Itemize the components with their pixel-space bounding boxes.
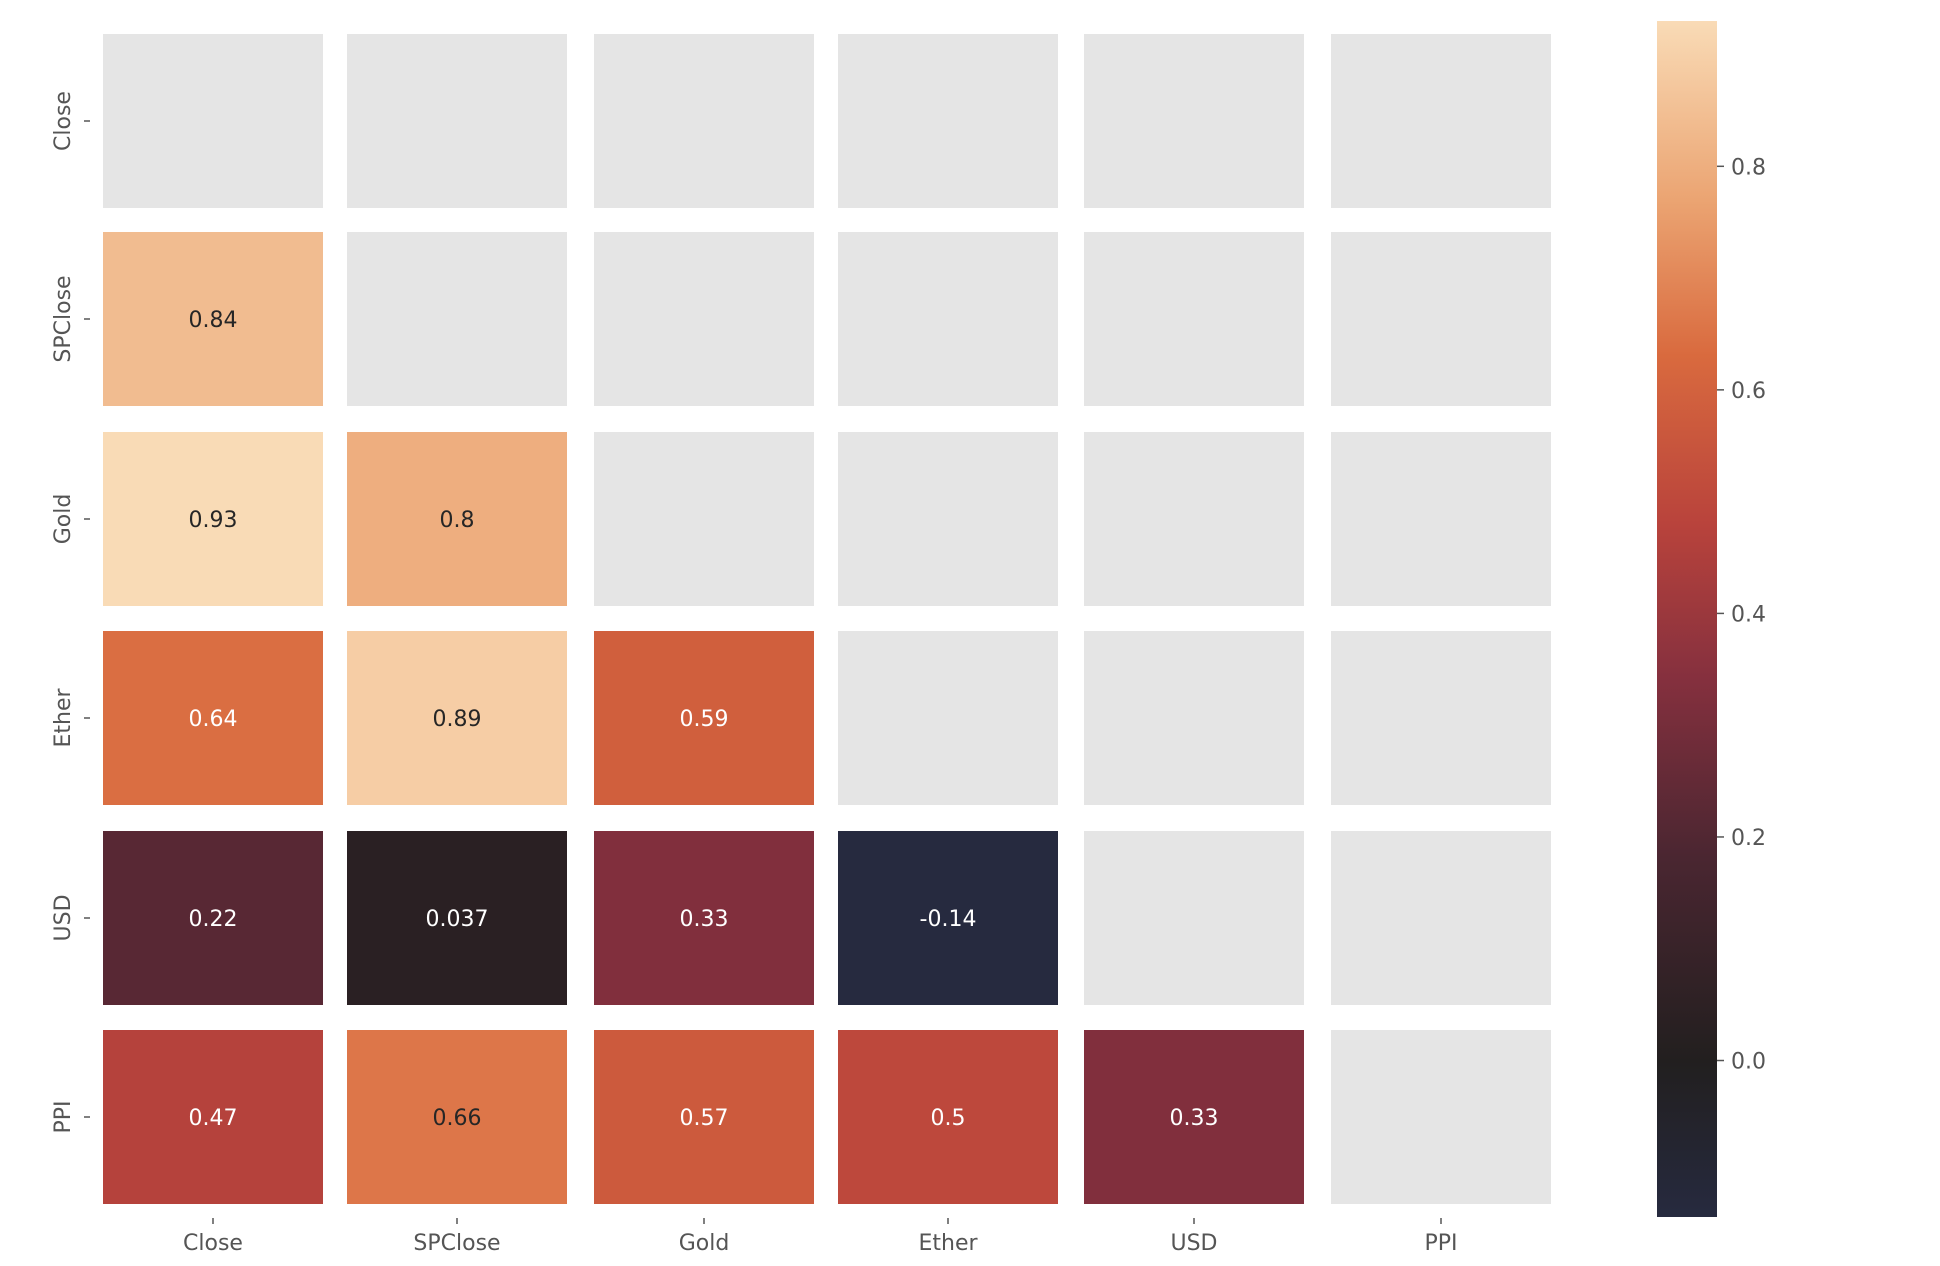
masked-cell-USD-USD xyxy=(1084,831,1304,1005)
masked-cell-Close-Gold xyxy=(594,34,814,208)
y-tick-label: SPClose xyxy=(51,275,76,362)
colorbar: 0.8 0.6 0.4 0.2 0.0 xyxy=(1657,21,1766,1217)
heatmap-cell-PPI-Close xyxy=(103,1030,323,1204)
x-axis-labels: Close SPClose Gold Ether USD PPI xyxy=(183,1218,1458,1256)
y-tick-label: Close xyxy=(51,91,76,151)
cell-value-label: 0.22 xyxy=(189,907,238,932)
cell-value-label: 0.8 xyxy=(440,508,475,533)
masked-cell-Close-Ether xyxy=(838,34,1058,208)
masked-cell-SPClose-Gold xyxy=(594,232,814,406)
masked-cell-Gold-Ether xyxy=(838,432,1058,606)
colorbar-tick-label: 0.4 xyxy=(1731,602,1766,627)
masked-cell-Ether-Ether xyxy=(838,631,1058,805)
heatmap-cell-SPClose-Close xyxy=(103,232,323,406)
masked-cell-Close-PPI xyxy=(1331,34,1551,208)
masked-cell-Close-USD xyxy=(1084,34,1304,208)
heatmap-cell-USD-SPClose xyxy=(347,831,567,1005)
masked-cell-Gold-USD xyxy=(1084,432,1304,606)
cell-value-label: 0.84 xyxy=(189,308,238,333)
cell-value-label: 0.57 xyxy=(680,1106,729,1131)
cell-value-label: -0.14 xyxy=(920,907,977,932)
cell-value-label: 0.93 xyxy=(189,508,238,533)
heatmap-cell-Ether-Close xyxy=(103,631,323,805)
cell-value-label: 0.33 xyxy=(680,907,729,932)
masked-cell-Ether-USD xyxy=(1084,631,1304,805)
colorbar-tick-label: 0.8 xyxy=(1731,155,1766,180)
heatmap-cell-USD-Close xyxy=(103,831,323,1005)
colorbar-tick-label: 0.0 xyxy=(1731,1050,1766,1075)
cell-value-label: 0.33 xyxy=(1170,1106,1219,1131)
heatmap-cells: 0.84 0.93 0.8 0.64 0.89 0.59 0.22 0.037 0.33 -0.1… xyxy=(103,34,1551,1204)
cell-value-label: 0.66 xyxy=(433,1106,482,1131)
y-tick-label: Ether xyxy=(51,688,76,748)
masked-cell-USD-PPI xyxy=(1331,831,1551,1005)
masked-cell-Close-Close xyxy=(103,34,323,208)
cell-value-label: 0.037 xyxy=(426,907,489,932)
masked-cell-Gold-PPI xyxy=(1331,432,1551,606)
heatmap-cell-USD-Gold xyxy=(594,831,814,1005)
x-tick-label: PPI xyxy=(1424,1231,1457,1256)
heatmap-cell-Gold-SPClose xyxy=(347,432,567,606)
masked-cell-PPI-PPI xyxy=(1331,1030,1551,1204)
x-tick-label: Gold xyxy=(679,1231,730,1256)
x-tick-label: USD xyxy=(1170,1231,1217,1256)
y-tick-label: Gold xyxy=(51,494,76,545)
cell-value-label: 0.59 xyxy=(680,707,729,732)
masked-cell-SPClose-USD xyxy=(1084,232,1304,406)
masked-cell-SPClose-PPI xyxy=(1331,232,1551,406)
cell-value-label: 0.5 xyxy=(931,1106,966,1131)
heatmap-cell-PPI-Gold xyxy=(594,1030,814,1204)
colorbar-gradient xyxy=(1657,21,1717,1217)
colorbar-tick-label: 0.2 xyxy=(1731,826,1766,851)
masked-cell-Ether-PPI xyxy=(1331,631,1551,805)
heatmap-cell-PPI-SPClose xyxy=(347,1030,567,1204)
masked-cell-Gold-Gold xyxy=(594,432,814,606)
cell-value-label: 0.47 xyxy=(189,1106,238,1131)
y-axis-labels: Close SPClose Gold Ether USD PPI xyxy=(51,91,90,1134)
cell-value-label: 0.89 xyxy=(433,707,482,732)
y-tick-label: PPI xyxy=(51,1100,76,1133)
heatmap-cell-Ether-SPClose xyxy=(347,631,567,805)
heatmap-cell-USD-Ether xyxy=(838,831,1058,1005)
colorbar-tick-label: 0.6 xyxy=(1731,379,1766,404)
masked-cell-Close-SPClose xyxy=(347,34,567,208)
heatmap-cell-Ether-Gold xyxy=(594,631,814,805)
heatmap-cell-PPI-USD xyxy=(1084,1030,1304,1204)
x-tick-label: Ether xyxy=(918,1231,978,1256)
cell-value-label: 0.64 xyxy=(189,707,238,732)
x-tick-label: SPClose xyxy=(413,1231,500,1256)
masked-cell-SPClose-SPClose xyxy=(347,232,567,406)
x-tick-label: Close xyxy=(183,1231,243,1256)
heatmap-cell-PPI-Ether xyxy=(838,1030,1058,1204)
y-tick-label: USD xyxy=(51,894,76,941)
colorbar-ticks: 0.8 0.6 0.4 0.2 0.0 xyxy=(1717,155,1766,1075)
masked-cell-SPClose-Ether xyxy=(838,232,1058,406)
heatmap-cell-Gold-Close xyxy=(103,432,323,606)
